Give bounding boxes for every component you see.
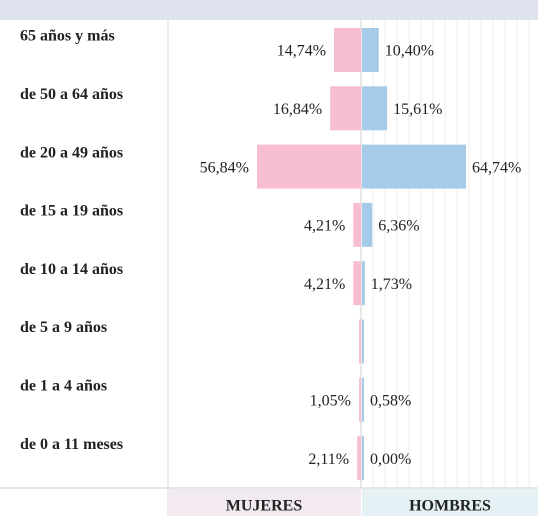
bar: [362, 144, 466, 189]
value-label: 56,84%: [200, 159, 249, 176]
category-label: de 50 a 64 años: [20, 86, 123, 103]
value-label: 15,61%: [393, 101, 442, 118]
women-header-bg: [168, 489, 361, 516]
value-label: 14,74%: [277, 43, 326, 60]
bar: [353, 261, 361, 306]
women-header: MUJERES: [226, 498, 303, 515]
value-label: 0,58%: [370, 392, 411, 409]
category-label: 65 años y más: [20, 28, 115, 45]
bar: [362, 377, 364, 422]
bar: [359, 319, 361, 364]
bar: [334, 28, 361, 72]
bar: [362, 202, 373, 247]
bar: [330, 86, 361, 131]
value-label: 4,21%: [304, 218, 345, 235]
value-label: 1,73%: [371, 276, 412, 293]
bar: [257, 144, 361, 189]
bar: [362, 319, 364, 364]
value-label: 2,11%: [308, 451, 349, 468]
value-label: 4,21%: [304, 276, 345, 293]
category-label: de 1 a 4 años: [20, 377, 107, 394]
value-label: 64,74%: [472, 159, 521, 176]
bar: [362, 436, 364, 481]
men-header-bg: [362, 489, 538, 516]
bar: [362, 86, 388, 131]
category-label: de 20 a 49 años: [20, 144, 123, 161]
category-label: de 10 a 14 años: [20, 261, 123, 278]
value-label: 16,84%: [273, 101, 322, 118]
bar: [353, 202, 361, 247]
bar: [357, 436, 361, 481]
category-label: de 5 a 9 años: [20, 319, 107, 336]
category-label: de 0 a 11 meses: [20, 436, 123, 453]
top-band: [0, 0, 538, 20]
category-label: de 15 a 19 años: [20, 203, 123, 220]
value-label: 0,00%: [370, 451, 411, 468]
men-header: HOMBRES: [409, 498, 491, 515]
bar: [362, 261, 365, 306]
bar: [362, 28, 379, 72]
grid: [372, 20, 530, 488]
value-label: 1,05%: [310, 392, 351, 409]
value-label: 6,36%: [378, 218, 419, 235]
value-label: 10,40%: [385, 43, 434, 60]
bar: [359, 377, 361, 422]
